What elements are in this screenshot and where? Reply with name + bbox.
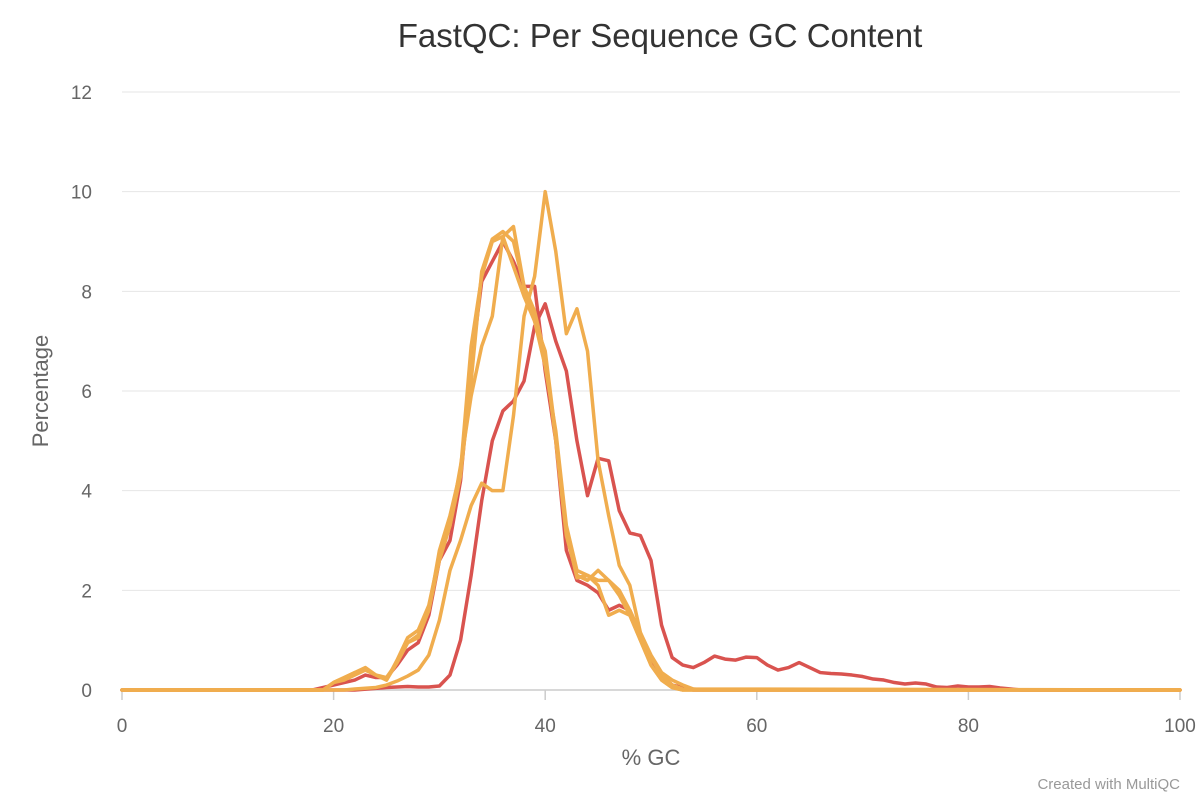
series-line-5[interactable] — [120, 224, 1182, 692]
series-line-4[interactable] — [120, 229, 1182, 692]
x-axis-label: % GC — [622, 745, 681, 770]
x-tick-label: 0 — [117, 716, 128, 737]
chart-title: FastQC: Per Sequence GC Content — [398, 17, 923, 54]
x-tick-label: 60 — [746, 716, 767, 737]
series-lines — [120, 189, 1182, 692]
x-tick-label: 100 — [1164, 716, 1196, 737]
series-line-1[interactable] — [120, 239, 1182, 692]
axes: 0 2 4 6 8 10 12 0 20 40 60 80 100 — [71, 83, 1196, 737]
y-tick-label: 0 — [81, 681, 92, 702]
y-axis-label: Percentage — [28, 335, 53, 448]
y-tick-label: 10 — [71, 183, 92, 204]
y-tick-label: 2 — [81, 581, 92, 602]
series-line-2[interactable] — [120, 302, 1182, 692]
x-tick-label: 80 — [958, 716, 979, 737]
series-line-6[interactable] — [120, 189, 1182, 692]
x-tick-label: 20 — [323, 716, 344, 737]
x-tick-label: 40 — [535, 716, 556, 737]
credit-text: Created with MultiQC — [1037, 776, 1180, 793]
y-tick-label: 6 — [81, 382, 92, 403]
grid-lines — [122, 91, 1180, 591]
y-tick-label: 12 — [71, 83, 92, 104]
series-line-3[interactable] — [120, 234, 1182, 692]
y-tick-label: 4 — [81, 482, 92, 503]
y-tick-label: 8 — [81, 282, 92, 303]
